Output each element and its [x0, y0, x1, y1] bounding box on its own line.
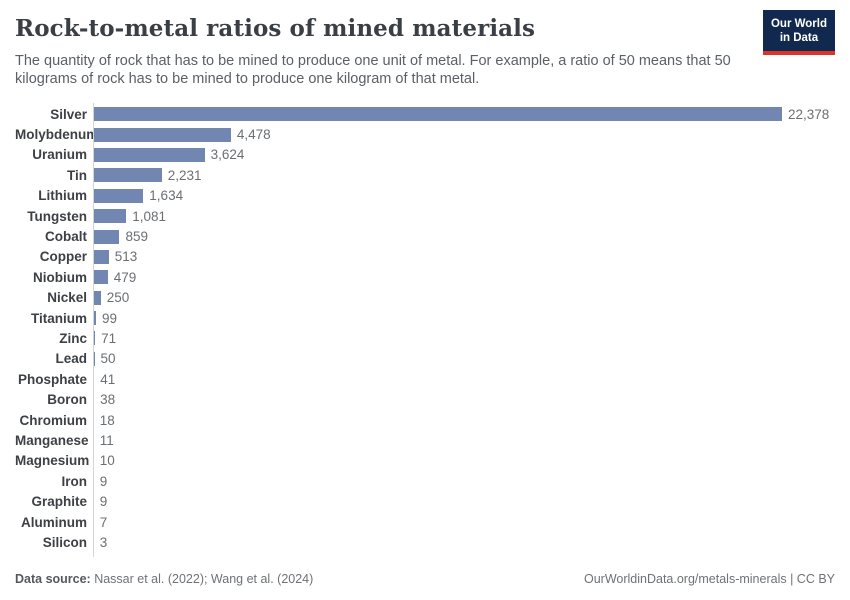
chart-row: Tin 2,231 [15, 165, 835, 185]
chart-row: Tungsten 1,081 [15, 206, 835, 226]
bar [93, 147, 205, 162]
category-label: Aluminum [21, 514, 87, 530]
chart-row: Titanium 99 [15, 308, 835, 328]
chart-footer: Data source: Nassar et al. (2022); Wang … [15, 572, 835, 586]
chart-row: Molybdenum 4,478 [15, 124, 835, 144]
chart-row: Lead 50 [15, 349, 835, 369]
category-label: Titanium [30, 310, 87, 326]
category-label: Uranium [32, 147, 87, 163]
category-label: Graphite [31, 494, 87, 510]
data-source: Data source: Nassar et al. (2022); Wang … [15, 572, 313, 586]
category-label: Phosphate [17, 371, 87, 387]
value-label: 2,231 [167, 167, 202, 183]
value-label: 9 [99, 494, 108, 510]
data-source-text: Nassar et al. (2022); Wang et al. (2024) [90, 572, 314, 586]
category-label: Silicon [42, 534, 87, 550]
value-label: 3 [99, 534, 108, 550]
value-label: 9 [99, 473, 108, 489]
chart-rows: Silver 22,378 Molybdenum 4,478 Uranium 3,624 T… [15, 104, 835, 553]
chart-row: Magnesium 10 [15, 451, 835, 471]
value-label: 3,624 [210, 147, 245, 163]
chart-row: Iron 9 [15, 471, 835, 491]
data-source-label: Data source: [15, 572, 91, 586]
value-label: 479 [113, 269, 137, 285]
page-title: Rock-to-metal ratios of mined materials [15, 15, 536, 42]
chart-header: Rock-to-metal ratios of mined materials … [15, 10, 835, 88]
category-label: Molybdenum [15, 127, 99, 143]
chart-row: Copper 513 [15, 247, 835, 267]
chart-row: Silicon 3 [15, 532, 835, 552]
owid-logo[interactable]: Our World in Data [762, 10, 835, 55]
owid-logo-line1: Our World [770, 18, 827, 30]
value-label: 11 [99, 432, 114, 448]
chart-row: Manganese 11 [15, 430, 835, 450]
bar [93, 229, 120, 244]
chart-subtitle: The quantity of rock that has to be mine… [15, 53, 731, 87]
chart-row: Chromium 18 [15, 410, 835, 430]
bar [93, 270, 108, 285]
chart-row: Boron 38 [15, 389, 835, 409]
value-label: 10 [99, 453, 115, 469]
category-label: Chromium [19, 412, 88, 428]
category-label: Boron [47, 392, 87, 408]
chart-row: Silver 22,378 [15, 104, 835, 124]
value-label: 18 [99, 412, 115, 428]
bar [93, 127, 231, 142]
value-label: 859 [125, 229, 148, 245]
value-label: 1,081 [132, 208, 167, 224]
category-label: Manganese [15, 432, 89, 448]
category-label: Silver [50, 106, 87, 122]
value-label: 1,634 [149, 188, 184, 204]
bar [93, 209, 127, 224]
value-label: 22,378 [788, 106, 830, 122]
value-label: 71 [101, 330, 117, 346]
value-label: 41 [100, 371, 116, 387]
chart-row: Niobium 479 [15, 267, 835, 287]
category-label: Niobium [33, 269, 87, 285]
chart-row: Phosphate 41 [15, 369, 835, 389]
category-label: Tungsten [27, 208, 87, 224]
credit-link[interactable]: OurWorldinData.org/metals-minerals | CC … [583, 572, 835, 586]
value-label: 4,478 [236, 127, 271, 143]
chart-row: Lithium 1,634 [15, 186, 835, 206]
owid-logo-line2: in Data [779, 32, 819, 44]
category-label: Magnesium [15, 453, 90, 469]
bar [93, 107, 782, 122]
chart-row: Graphite 9 [15, 491, 835, 511]
bar [93, 188, 144, 203]
bar [93, 311, 97, 326]
chart-row: Nickel 250 [15, 288, 835, 308]
category-label: Zinc [59, 330, 87, 346]
bar [93, 249, 109, 264]
y-axis-line [93, 103, 94, 557]
value-label: 513 [114, 249, 138, 265]
chart-row: Aluminum 7 [15, 512, 835, 532]
category-label: Nickel [47, 290, 87, 306]
chart-row: Uranium 3,624 [15, 145, 835, 165]
value-label: 250 [106, 290, 130, 306]
category-label: Lithium [38, 188, 87, 204]
value-label: 38 [100, 392, 116, 408]
bar [93, 331, 96, 346]
category-label: Cobalt [45, 229, 87, 245]
value-label: 7 [99, 514, 108, 530]
category-label: Tin [67, 167, 87, 183]
chart-row: Cobalt 859 [15, 226, 835, 246]
category-label: Iron [61, 473, 88, 489]
value-label: 50 [100, 351, 116, 367]
chart-row: Zinc 71 [15, 328, 835, 348]
value-label: 99 [102, 310, 118, 326]
category-label: Copper [39, 249, 87, 265]
bar [93, 168, 162, 183]
bar-chart: Silver 22,378 Molybdenum 4,478 Uranium 3,624 T… [15, 103, 835, 557]
bar [93, 290, 101, 305]
category-label: Lead [55, 351, 87, 367]
